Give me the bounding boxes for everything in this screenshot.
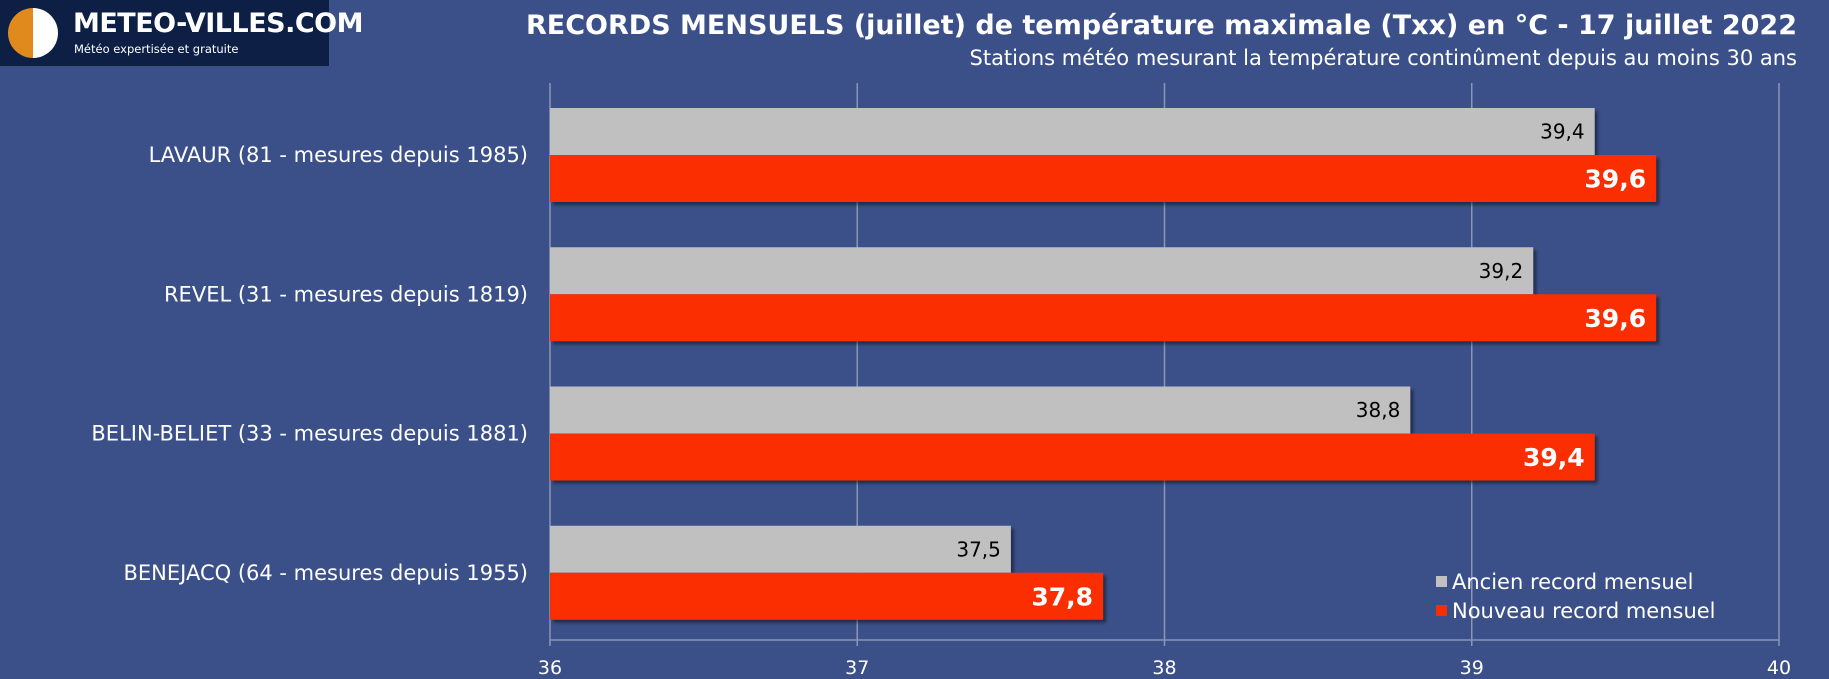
data-label-new: 39,6: [1584, 165, 1646, 194]
legend-label-new: Nouveau record mensuel: [1452, 598, 1716, 623]
category-label: LAVAUR (81 - mesures depuis 1985): [149, 143, 528, 167]
chart-subtitle: Stations météo mesurant la température c…: [969, 46, 1798, 70]
data-label-new: 37,8: [1031, 582, 1093, 611]
bar-new-record: [550, 572, 1104, 620]
legend: Ancien record mensuel Nouveau record men…: [1436, 567, 1716, 625]
data-label-old: 39,2: [1479, 259, 1524, 283]
logo-half-left: [8, 8, 33, 58]
chart-title: RECORDS MENSUELS (juillet) de températur…: [526, 10, 1797, 41]
bar-new-record: [550, 433, 1595, 481]
bar-old-record: [550, 386, 1411, 434]
legend-label-old: Ancien record mensuel: [1452, 569, 1694, 594]
bar-old-record: [550, 108, 1595, 155]
category-label: BELIN-BELIET (33 - mesures depuis 1881): [91, 422, 528, 446]
data-label-new: 39,4: [1523, 443, 1585, 472]
logo-title: METEO-VILLES.COM: [73, 8, 364, 39]
category-label: REVEL (31 - mesures depuis 1819): [164, 282, 528, 306]
data-label-old: 39,4: [1540, 120, 1585, 144]
bar-new-record: [550, 155, 1657, 202]
bar-old-record: [550, 247, 1534, 295]
category-label: BENEJACQ (64 - mesures depuis 1955): [124, 561, 529, 585]
data-label-new: 39,6: [1584, 304, 1646, 333]
bar-new-record: [550, 294, 1657, 342]
legend-swatch-new: [1436, 605, 1447, 616]
x-tick-label: 40: [1767, 657, 1791, 679]
legend-swatch-old: [1436, 576, 1447, 587]
data-label-old: 37,5: [956, 537, 1001, 561]
logo-half-right: [33, 8, 58, 58]
logo-sun-icon: [8, 8, 58, 58]
legend-item-new: Nouveau record mensuel: [1436, 596, 1716, 625]
x-tick-label: 38: [1152, 657, 1176, 679]
logo: METEO-VILLES.COM Météo expertisée et gra…: [0, 0, 364, 66]
x-tick-label: 39: [1460, 657, 1484, 679]
legend-item-old: Ancien record mensuel: [1436, 567, 1716, 596]
data-label-old: 38,8: [1356, 398, 1401, 422]
bar-old-record: [550, 525, 1011, 573]
x-tick-label: 36: [538, 657, 562, 679]
logo-tagline: Météo expertisée et gratuite: [74, 42, 239, 56]
x-tick-label: 37: [845, 657, 869, 679]
